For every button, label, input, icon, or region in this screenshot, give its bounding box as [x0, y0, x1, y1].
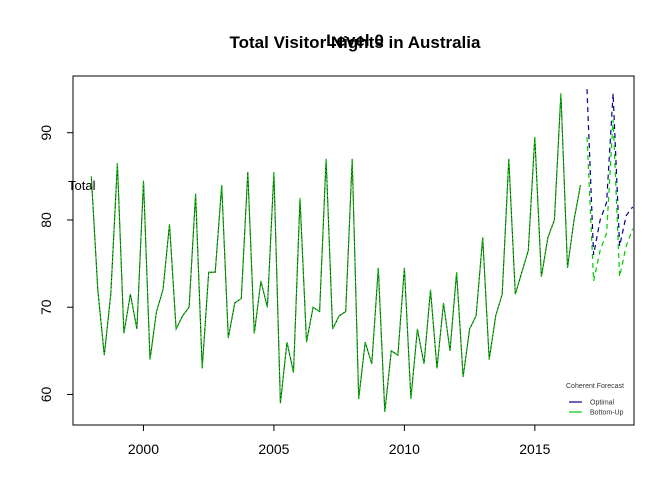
y-tick-label: 80: [38, 212, 54, 228]
x-axis: 2000 2005 2010 2015: [128, 425, 551, 457]
x-tick-label: 2005: [258, 441, 289, 457]
history-line-bottom-up: [90, 93, 581, 412]
y-tick-label: 90: [38, 125, 54, 141]
forecast-line-bottom-up: [586, 119, 634, 282]
legend: Coherent Forecast Optimal Bottom-Up: [566, 383, 624, 417]
legend-label: Bottom-Up: [590, 410, 624, 417]
x-tick-label: 2015: [519, 441, 550, 457]
legend-title: Coherent Forecast: [566, 383, 624, 390]
series-layer: [90, 89, 634, 412]
y-tick-label: 60: [38, 386, 54, 402]
x-tick-label: 2000: [128, 441, 159, 457]
x-tick-label: 2010: [389, 441, 420, 457]
chart-title: Total Visitor Nights in Australia: [230, 33, 481, 52]
forecast-line-optimal: [586, 89, 634, 256]
y-tick-label: 70: [38, 299, 54, 315]
legend-label: Optimal: [590, 400, 615, 407]
plot-frame: [72, 75, 635, 426]
level-label: Level 0: [326, 31, 384, 50]
series-tag-total: Total: [68, 178, 96, 193]
y-axis: 60 70 80 90: [38, 125, 73, 402]
legend-entries: Optimal Bottom-Up: [569, 400, 624, 417]
